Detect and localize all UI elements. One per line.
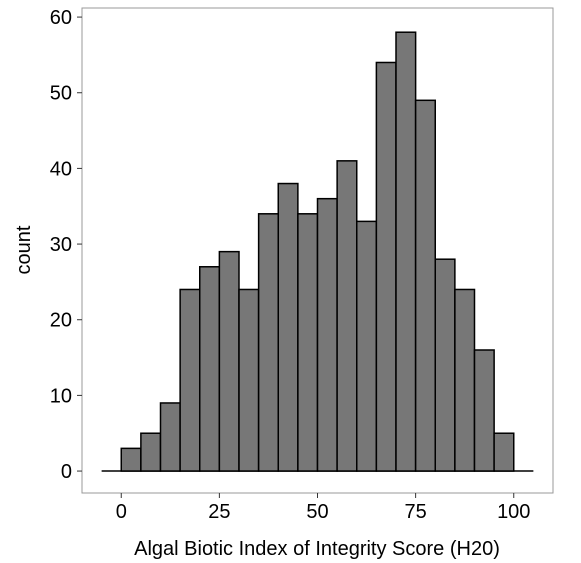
bar	[454, 288, 476, 472]
bar	[238, 288, 260, 472]
bar	[493, 432, 515, 472]
x-tick-label: 0	[116, 501, 127, 523]
bar	[356, 220, 378, 472]
y-tick-label: 0	[61, 461, 72, 483]
bar	[434, 258, 456, 472]
y-tick-label: 60	[50, 7, 72, 29]
bar	[159, 402, 181, 472]
bar	[395, 31, 417, 472]
x-tick-label: 25	[208, 501, 230, 523]
bar	[336, 160, 358, 472]
bar	[297, 213, 319, 472]
x-tick-label: 100	[497, 501, 530, 523]
bar	[316, 197, 338, 472]
bar	[120, 447, 142, 472]
bar	[179, 288, 201, 472]
bar	[414, 99, 436, 472]
bar	[375, 61, 397, 472]
y-tick-label: 50	[50, 83, 72, 105]
bar	[277, 182, 299, 472]
x-tick-label: 50	[306, 501, 328, 523]
y-tick-label: 10	[50, 385, 72, 407]
y-tick-label: 30	[50, 234, 72, 256]
y-axis-title: count	[13, 225, 35, 274]
bar	[257, 213, 279, 472]
bar	[140, 432, 162, 472]
bar	[199, 266, 221, 472]
y-tick-label: 20	[50, 310, 72, 332]
bar	[473, 349, 495, 472]
bar	[218, 250, 240, 472]
x-tick-label: 75	[405, 501, 427, 523]
x-axis-title: Algal Biotic Index of Integrity Score (H…	[134, 538, 500, 560]
y-tick-label: 40	[50, 158, 72, 180]
